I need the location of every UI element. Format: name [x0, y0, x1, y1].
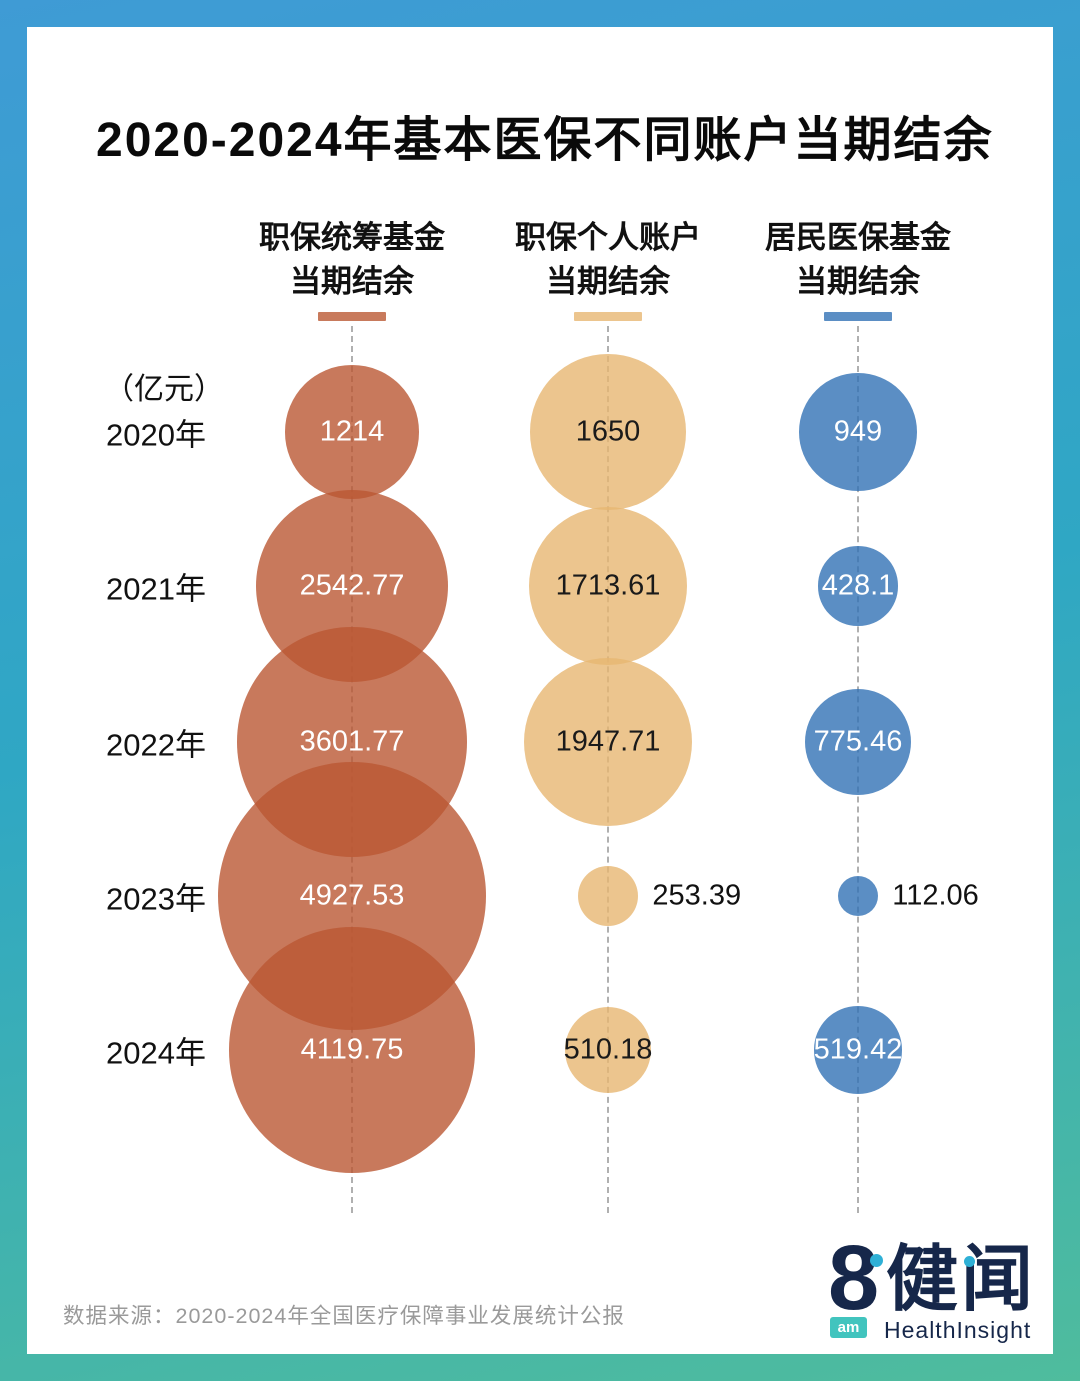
logo-chinese-name: 健闻 [886, 1240, 1037, 1320]
data-bubble [799, 373, 917, 491]
bubble-value-label: 1947.71 [555, 725, 661, 758]
bubble-value-label: 3601.77 [299, 725, 405, 758]
column-header-line2: 当期结余 [796, 264, 920, 299]
bubble-value-label: 1650 [575, 415, 641, 448]
data-bubble [577, 865, 639, 927]
data-bubble [837, 875, 879, 917]
legend-swatch-pooled-fund [318, 312, 386, 321]
year-label: 2021年 [106, 571, 206, 607]
data-source-note: 数据来源：2020-2024年全国医疗保障事业发展统计公报 [63, 1304, 625, 1328]
column-header-line1: 职保统筹基金 [259, 220, 445, 255]
bubble-value-label: 775.46 [813, 725, 903, 758]
year-label: 2023年 [106, 881, 206, 917]
logo-numeral-8: 8 [828, 1227, 880, 1329]
column-header-personal-account: 职保个人账户 当期结余 [448, 216, 768, 304]
bubble-value-label: 4119.75 [300, 1033, 404, 1066]
bubble-value-label: 519.42 [813, 1033, 903, 1066]
healthinsight-logo: 8 健闻 am HealthInsight [828, 1232, 1040, 1343]
column-header-line1: 职保个人账户 [515, 220, 701, 255]
bubble-value-label: 253.39 [652, 879, 742, 912]
bubble-value-label: 428.1 [821, 569, 895, 602]
column-header-resident-fund: 居民医保基金 当期结余 [698, 216, 1018, 304]
data-bubble [530, 354, 686, 510]
legend-swatch-personal-account [574, 312, 642, 321]
year-label: 2022年 [106, 727, 206, 763]
bubble-value-label: 510.18 [563, 1033, 653, 1066]
logo-am-badge: am [830, 1317, 867, 1338]
data-bubble [804, 688, 912, 796]
bubble-value-label: 949 [833, 415, 883, 448]
year-label: 2024年 [106, 1035, 206, 1071]
data-bubble [229, 927, 475, 1173]
column-header-line2: 当期结余 [290, 264, 414, 299]
legend-swatch-resident-fund [824, 312, 892, 321]
data-bubble [285, 365, 419, 499]
data-bubble [523, 657, 693, 827]
bubble-value-label: 4927.53 [299, 879, 405, 912]
page-title: 2020-2024年基本医保不同账户当期结余 [96, 114, 994, 167]
bubble-value-label: 1713.61 [555, 569, 661, 602]
data-bubble [818, 546, 898, 626]
data-bubble [564, 1006, 652, 1094]
unit-label: （亿元） [104, 373, 224, 406]
content-area: 2020-2024年基本医保不同账户当期结余 职保统筹基金 当期结余 职保个人账… [27, 27, 1053, 1354]
logo-dot-icon [870, 1254, 883, 1267]
bubble-value-label: 1214 [319, 415, 385, 448]
logo-english-name: HealthInsight [884, 1317, 1032, 1343]
column-header-pooled-fund: 职保统筹基金 当期结余 [192, 216, 512, 304]
data-bubble [528, 506, 688, 666]
bubble-value-label: 2542.77 [299, 569, 405, 602]
logo-dot-icon [964, 1256, 975, 1267]
data-bubble [814, 1006, 902, 1094]
year-label: 2020年 [106, 417, 206, 453]
bubble-value-label: 112.06 [892, 879, 979, 912]
column-header-line2: 当期结余 [546, 264, 670, 299]
column-header-line1: 居民医保基金 [765, 220, 951, 255]
